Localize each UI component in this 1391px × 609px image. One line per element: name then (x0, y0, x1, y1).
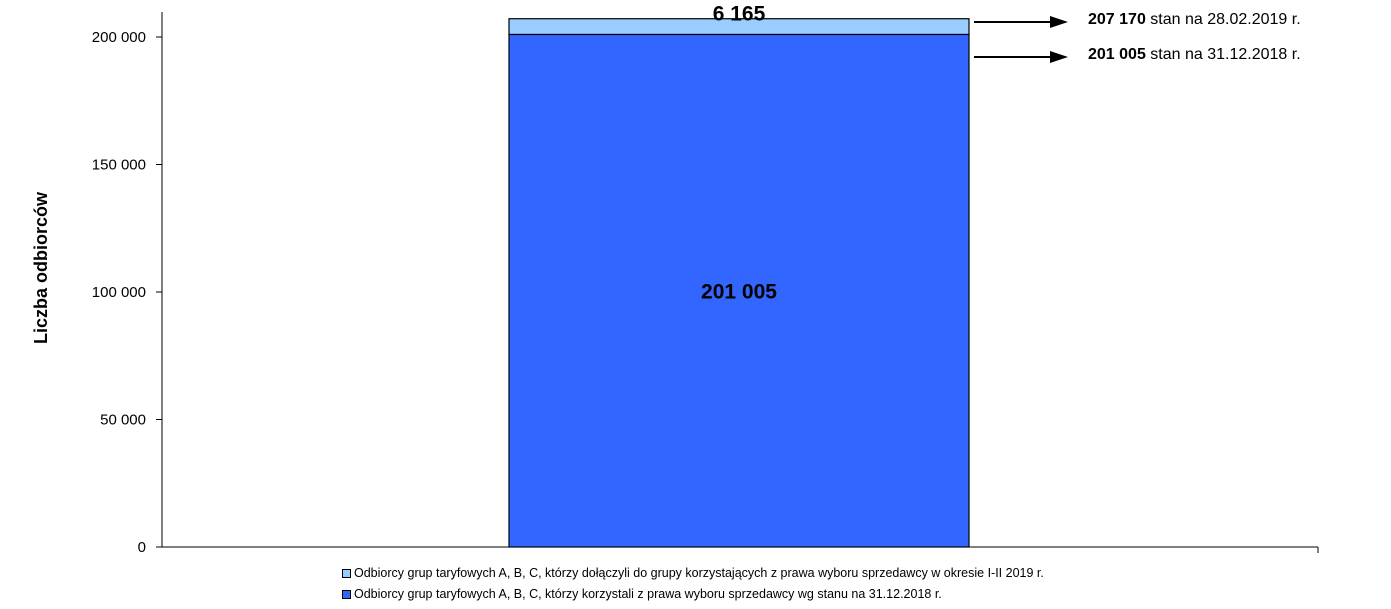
annotation-value: 207 170 (1088, 11, 1146, 28)
annotation-text: stan na 28.02.2019 r. (1145, 11, 1301, 28)
y-tick-label: 150 000 (92, 157, 146, 174)
legend-label: Odbiorcy grup taryfowych A, B, C, którzy… (354, 587, 942, 601)
y-tick-label: 100 000 (92, 284, 146, 301)
bar-segment-new (508, 18, 970, 36)
bar-labels: 201 005 6 165 (701, 3, 777, 304)
annotation-arrows (974, 16, 1068, 63)
bar-data-label: 201 005 (701, 281, 777, 304)
y-axis-title: Liczba odbiorców (31, 191, 51, 344)
y-axis: 0 50 000 100 000 150 000 200 000 (92, 12, 1319, 556)
bar-data-label: 6 165 (713, 3, 766, 26)
y-tick-label: 0 (138, 539, 146, 556)
y-tick-label: 200 000 (92, 29, 146, 46)
bar-segment-existing (508, 33, 970, 548)
legend-swatch-light-blue (342, 568, 351, 578)
bars (508, 18, 970, 548)
annotation-arrow-head (1050, 16, 1068, 28)
legend-item-new-customers: Odbiorcy grup taryfowych A, B, C, którzy… (342, 566, 1044, 580)
y-tick-label: 50 000 (100, 412, 146, 429)
legend-item-existing-customers: Odbiorcy grup taryfowych A, B, C, którzy… (342, 587, 942, 601)
legend-label: Odbiorcy grup taryfowych A, B, C, którzy… (354, 566, 1044, 580)
annotation-value: 201 005 (1088, 46, 1146, 63)
legend-swatch-blue (342, 589, 351, 599)
annotation-label: 207 170 stan na 28.02.2019 r. (1088, 11, 1301, 29)
annotation-arrow-head (1050, 51, 1068, 63)
annotation-label: 201 005 stan na 31.12.2018 r. (1088, 46, 1301, 64)
annotation-text: stan na 31.12.2018 r. (1145, 46, 1301, 63)
